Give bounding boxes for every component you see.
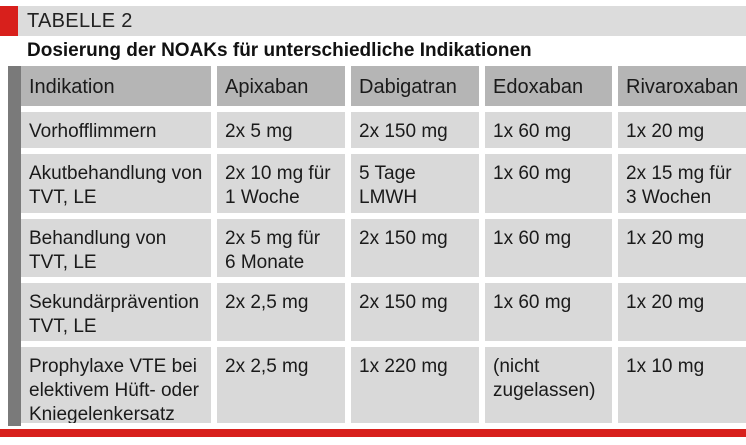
header-dabigatran: Dabigatran (345, 66, 479, 106)
table-label-bar: TABELLE 2 (0, 6, 746, 36)
table-row: Prophylaxe VTE bei elektivem Hüft- oder … (21, 341, 746, 423)
cell-apixaban: 2x 2,5 mg (211, 283, 345, 341)
cell-indikation: Akutbehandlung von TVT, LE (29, 163, 203, 208)
header-rivaroxaban: Rivaroxaban (612, 66, 746, 106)
cell-edoxaban: 1x 60 mg (479, 219, 612, 277)
cell-indikation: Vorhofflimmern (29, 121, 157, 142)
cell-indikation: Prophylaxe VTE bei elektivem Hüft- oder … (29, 356, 200, 423)
cell-apixaban: 2x 5 mg (211, 112, 345, 148)
cell-dabigatran: 1x 220 mg (345, 347, 479, 423)
cell-rivaroxaban: 1x 20 mg (612, 283, 746, 341)
cell-apixaban: 2x 2,5 mg (211, 347, 345, 423)
cell-rivaroxaban: 2x 15 mg für 3 Wochen (612, 154, 746, 213)
header-edoxaban: Edoxaban (479, 66, 612, 106)
cell-indikation: Sekundärprävention TVT, LE (29, 292, 200, 337)
cell-dabigatran: 2x 150 mg (345, 112, 479, 148)
cell-edoxaban: (nicht zugelassen) (479, 347, 612, 423)
header-apixaban: Apixaban (211, 66, 345, 106)
table-row: Behandlung von TVT, LE 2x 5 mg für 6 Mon… (21, 213, 746, 277)
table-row: Vorhofflimmern 2x 5 mg 2x 150 mg 1x 60 m… (21, 106, 746, 148)
table-row: Sekundärprävention TVT, LE 2x 2,5 mg 2x … (21, 277, 746, 341)
cell-indikation: Behandlung von TVT, LE (29, 228, 167, 273)
left-rule (8, 66, 21, 426)
cell-rivaroxaban: 1x 20 mg (612, 112, 746, 148)
cell-edoxaban: 1x 60 mg (479, 154, 612, 213)
label-accent-block (0, 6, 18, 36)
table-title: Dosierung der NOAKs für unterschiedliche… (27, 40, 532, 61)
cell-apixaban: 2x 10 mg für 1 Woche (211, 154, 345, 213)
cell-dabigatran: 2x 150 mg (345, 219, 479, 277)
header-indikation: Indikation (29, 76, 115, 98)
cell-rivaroxaban: 1x 10 mg (612, 347, 746, 423)
table-header-row: Indikation Apixaban Dabigatran Edoxaban … (21, 66, 746, 106)
cell-edoxaban: 1x 60 mg (479, 283, 612, 341)
cell-edoxaban: 1x 60 mg (479, 112, 612, 148)
cell-dabigatran: 2x 150 mg (345, 283, 479, 341)
cell-dabigatran: 5 Tage LMWH (345, 154, 479, 213)
bottom-rule (0, 429, 746, 437)
table-row: Akutbehandlung von TVT, LE 2x 10 mg für … (21, 148, 746, 213)
table-label: TABELLE 2 (27, 10, 133, 32)
cell-apixaban: 2x 5 mg für 6 Monate (211, 219, 345, 277)
cell-rivaroxaban: 1x 20 mg (612, 219, 746, 277)
dosage-table: Indikation Apixaban Dabigatran Edoxaban … (21, 66, 746, 423)
